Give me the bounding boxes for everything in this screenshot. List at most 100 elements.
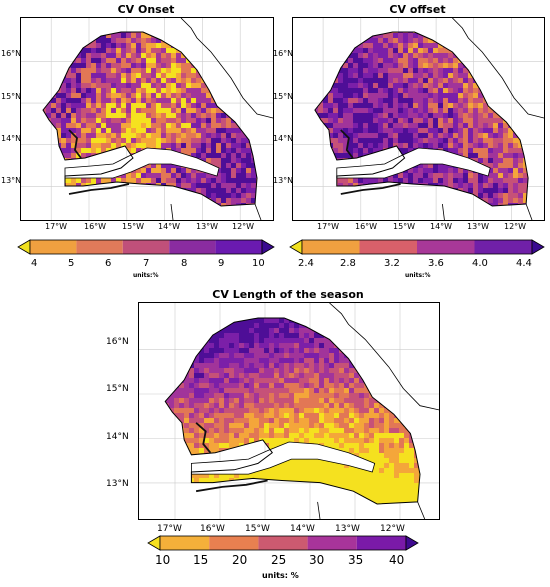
colorbar-swatch [307,536,357,550]
colorbar-tick: 2.4 [298,258,314,269]
colorbar-tick: 35 [348,553,364,567]
colorbar-tick: 6 [105,258,112,269]
colorbar-swatch [356,536,406,550]
lon-label-14w: 14°W [430,222,453,231]
lat-label-16n: 16°N [273,49,294,58]
lat-label-16n: 16°N [1,49,22,58]
lat-label-16n: 16°N [106,337,129,347]
lat-label-14n: 14°N [106,432,129,442]
lon-label-15w: 15°W [393,222,416,231]
colorbar-tick: 4.0 [472,258,488,269]
lon-label-15w: 15°W [245,524,270,534]
colorbar-swatch [417,240,475,254]
guinea-border [170,203,174,220]
colorbar-units: units:% [133,272,159,279]
colorbar-tick: 2.8 [340,258,356,269]
colorbar-swatch [76,240,123,254]
field-mosaic [165,318,421,504]
colorbar-swatches [147,535,419,551]
lat-label-13n: 13°N [273,176,294,185]
lon-label-13w: 13°W [335,524,360,534]
lon-label-16w: 16°W [355,222,378,231]
guinea-border [317,501,321,519]
lon-label-15w: 15°W [122,222,145,231]
lon-label-16w: 16°W [84,222,107,231]
colorbar-tick: 40 [389,553,405,567]
panel-title: CV offset [389,3,446,16]
colorbar-swatches [17,239,275,255]
colorbar-swatch [160,536,210,550]
casamance-river [340,183,401,195]
map-frame [292,17,545,221]
colorbar [17,239,275,260]
colorbar-tick: 25 [271,553,287,567]
colorbar-tick: 9 [218,258,225,269]
colorbar-swatch [359,240,417,254]
gambia-region [191,441,376,475]
colorbar-extend-min [147,535,161,551]
panel-title: CV Onset [117,3,175,16]
map-canvas [293,18,544,220]
colorbar-extend-min [17,239,31,255]
lon-label-17w: 17°W [157,524,182,534]
field-mosaic [314,32,529,206]
saloum-river [340,129,354,159]
lat-label-15n: 15°N [1,92,22,101]
lon-label-13w: 13°W [467,222,490,231]
lon-label-12w: 12°W [380,524,405,534]
lon-label-14w: 14°W [158,222,181,231]
colorbar-swatch [258,536,308,550]
colorbar-swatch [169,240,216,254]
colorbar-tick: 3.2 [384,258,400,269]
senegal-border [314,31,529,207]
colorbar-extend-max [261,239,275,255]
lat-label-14n: 14°N [1,134,22,143]
colorbar-extend-min [289,239,303,255]
guinea-border [442,203,445,220]
colorbar-swatch [122,240,170,254]
colorbar-extend-max [531,239,545,255]
gambia-region [64,147,220,179]
colorbar-tick: 4.4 [516,258,532,269]
saloum-river [195,422,212,454]
colorbar-units: units: % [262,571,299,580]
colorbar-extend-max [405,535,419,551]
lon-label-14w: 14°W [290,524,315,534]
colorbar-tick: 10 [155,553,171,567]
map-canvas [139,303,439,519]
colorbar-tick: 7 [143,258,150,269]
colorbar-swatch [30,240,77,254]
colorbar-swatch [302,240,360,254]
colorbar-swatch [215,240,262,254]
senegal-border [164,317,421,505]
colorbar-tick: 8 [181,258,188,269]
colorbar-units: units:% [405,272,431,279]
map-frame [20,17,274,221]
senegal-border [42,31,258,207]
mauritania-border [329,303,439,411]
colorbar-swatch [209,536,259,550]
colorbar [289,239,545,260]
colorbar-swatch [474,240,532,254]
mali-border [254,203,262,220]
colorbar-tick: 10 [252,258,265,269]
map-canvas [21,18,273,220]
colorbar-swatches [289,239,545,255]
colorbar-tick: 30 [309,553,325,567]
lat-label-14n: 14°N [273,134,294,143]
lon-label-16w: 16°W [200,524,225,534]
lon-label-13w: 13°W [196,222,219,231]
colorbar-tick: 5 [68,258,75,269]
lon-label-12w: 12°W [232,222,255,231]
panel-title: CV Length of the season [212,288,364,301]
saloum-river [68,129,82,159]
lon-label-17w: 17°W [45,222,68,231]
lat-label-15n: 15°N [106,384,129,394]
lat-label-13n: 13°N [106,479,129,489]
lon-label-12w: 12°W [504,222,527,231]
mali-border [417,501,426,519]
gambia-region [336,147,491,179]
mauritania-border [180,18,273,119]
mauritania-border [452,18,544,119]
colorbar [147,535,419,556]
